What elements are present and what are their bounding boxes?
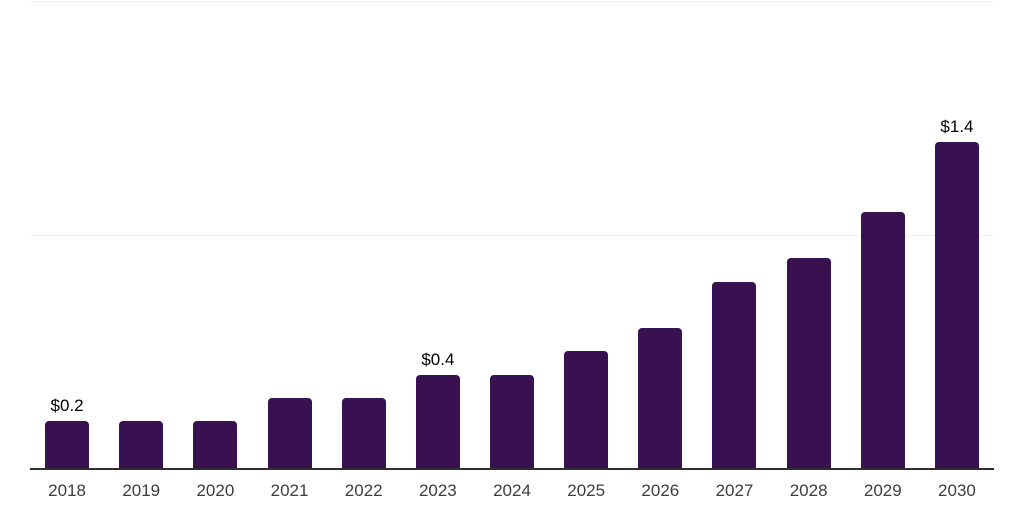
data-label-2018: $0.2 xyxy=(50,396,84,415)
x-tick-2030: 2030 xyxy=(938,481,976,500)
bar-slot-2029 xyxy=(846,0,920,468)
bar-2025 xyxy=(564,351,609,468)
x-tick-2018: 2018 xyxy=(48,481,86,500)
x-tick-2023: 2023 xyxy=(418,481,457,500)
data-label-2023: $0.4 xyxy=(421,350,455,369)
bar-slot-2023: $0.4 xyxy=(401,0,475,468)
bar-2021 xyxy=(267,398,312,468)
bar-2020 xyxy=(193,421,238,468)
bar-slot-2018: $0.2 xyxy=(30,0,104,468)
bar-slot-2026 xyxy=(623,0,697,468)
bar-slot-2025 xyxy=(549,0,623,468)
bar-slot-2021 xyxy=(252,0,326,468)
x-tick-2027: 2027 xyxy=(715,481,754,500)
bar-2028 xyxy=(786,258,831,468)
bar-2023 xyxy=(415,375,460,468)
x-tick-2024: 2024 xyxy=(493,481,531,500)
bar-2029 xyxy=(860,212,905,468)
x-axis-tick-labels: 2018 2019 2020 2021 2022 2023 2024 2025 2026 2027… xyxy=(30,481,994,501)
bar-series: $0.2 $0.4 $1.4 xyxy=(30,0,994,468)
bar-2019 xyxy=(119,421,164,468)
gridline-middle xyxy=(30,235,994,236)
bar-slot-2030: $1.4 xyxy=(920,0,994,468)
x-tick-2021: 2021 xyxy=(270,481,309,500)
bar-slot-2020 xyxy=(178,0,252,468)
x-tick-2028: 2028 xyxy=(789,481,828,500)
x-tick-2026: 2026 xyxy=(641,481,680,500)
bar-slot-2019 xyxy=(104,0,178,468)
bar-slot-2028 xyxy=(772,0,846,468)
plot-area: $0.2 $0.4 $1.4 xyxy=(30,0,994,470)
x-tick-2019: 2019 xyxy=(122,481,161,500)
bar-slot-2024 xyxy=(475,0,549,468)
bar-2018 xyxy=(45,421,90,468)
bar-slot-2027 xyxy=(697,0,771,468)
x-tick-2025: 2025 xyxy=(567,481,606,500)
data-label-2030: $1.4 xyxy=(940,117,974,136)
bar-2024 xyxy=(490,375,535,468)
bar-2027 xyxy=(712,282,757,468)
x-axis-line xyxy=(30,468,994,470)
x-tick-2029: 2029 xyxy=(863,481,902,500)
x-tick-2020: 2020 xyxy=(196,481,235,500)
bar-2022 xyxy=(341,398,386,468)
x-tick-2022: 2022 xyxy=(344,481,383,500)
gridline-top xyxy=(30,1,994,2)
bar-2026 xyxy=(638,328,683,468)
bar-slot-2022 xyxy=(327,0,401,468)
bar-2030 xyxy=(934,142,979,468)
